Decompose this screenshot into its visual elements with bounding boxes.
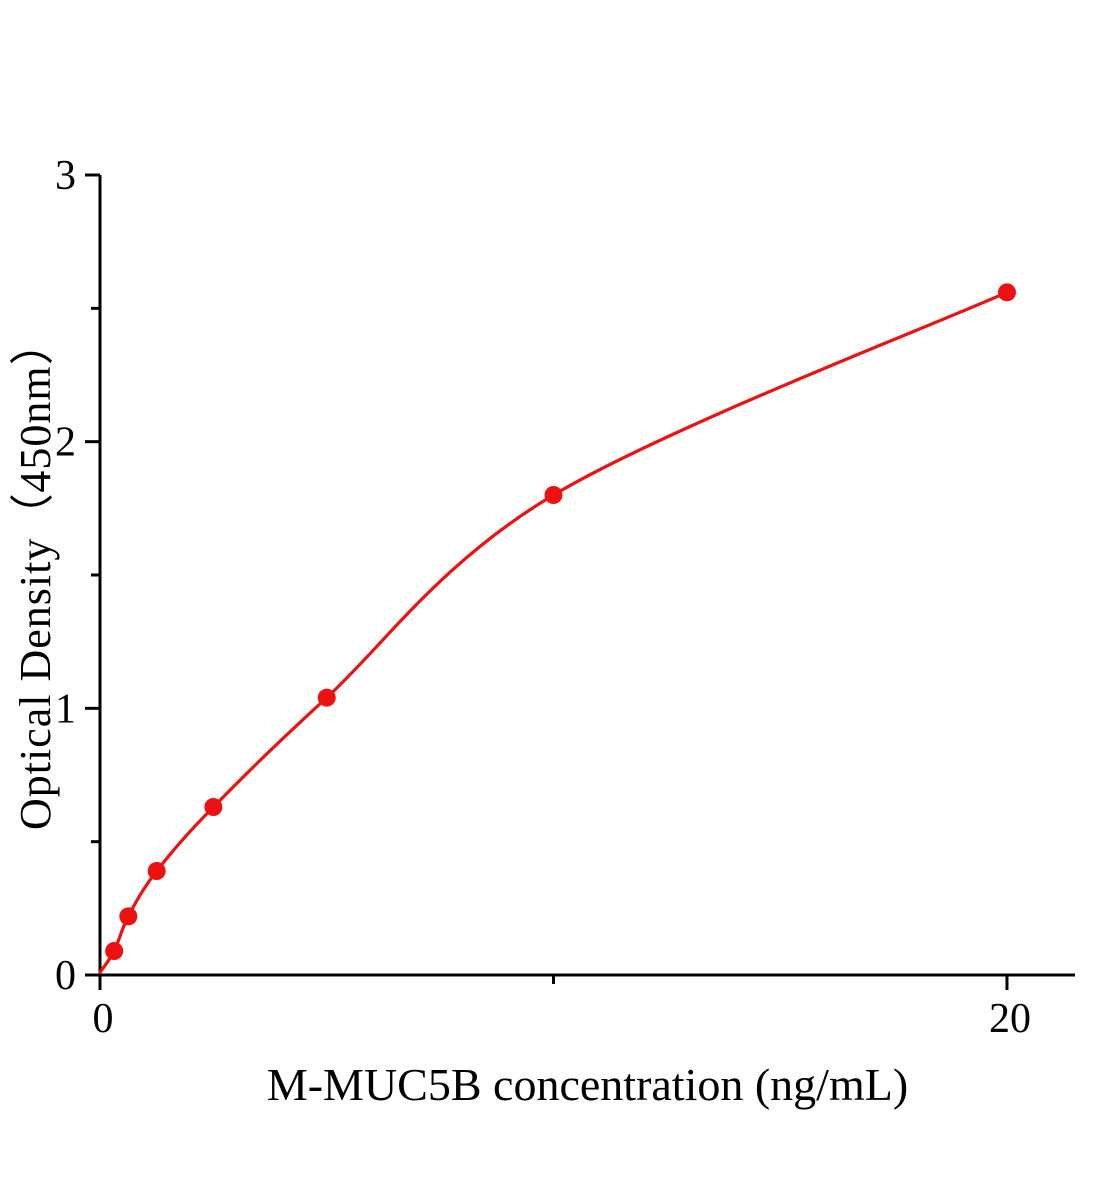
data-point-marker xyxy=(204,798,223,816)
data-point-marker xyxy=(544,486,563,504)
y-tick-label: 0 xyxy=(55,953,76,999)
data-point-marker xyxy=(997,283,1016,302)
x-tick-label: 0 xyxy=(93,996,114,1042)
y-tick-label: 1 xyxy=(55,686,76,732)
x-axis-title: M-MUC5B concentration (ng/mL) xyxy=(266,1059,909,1110)
data-point-marker xyxy=(105,942,124,960)
fit-curve xyxy=(98,290,1009,974)
y-tick-label: 2 xyxy=(55,420,76,466)
data-point-marker xyxy=(147,862,166,880)
y-tick-label: 3 xyxy=(55,153,76,199)
y-axis-title: Optical Density（450nm） xyxy=(11,320,60,830)
x-tick-label: 20 xyxy=(989,996,1031,1042)
data-point-marker xyxy=(119,907,138,926)
data-point-marker xyxy=(317,688,336,707)
